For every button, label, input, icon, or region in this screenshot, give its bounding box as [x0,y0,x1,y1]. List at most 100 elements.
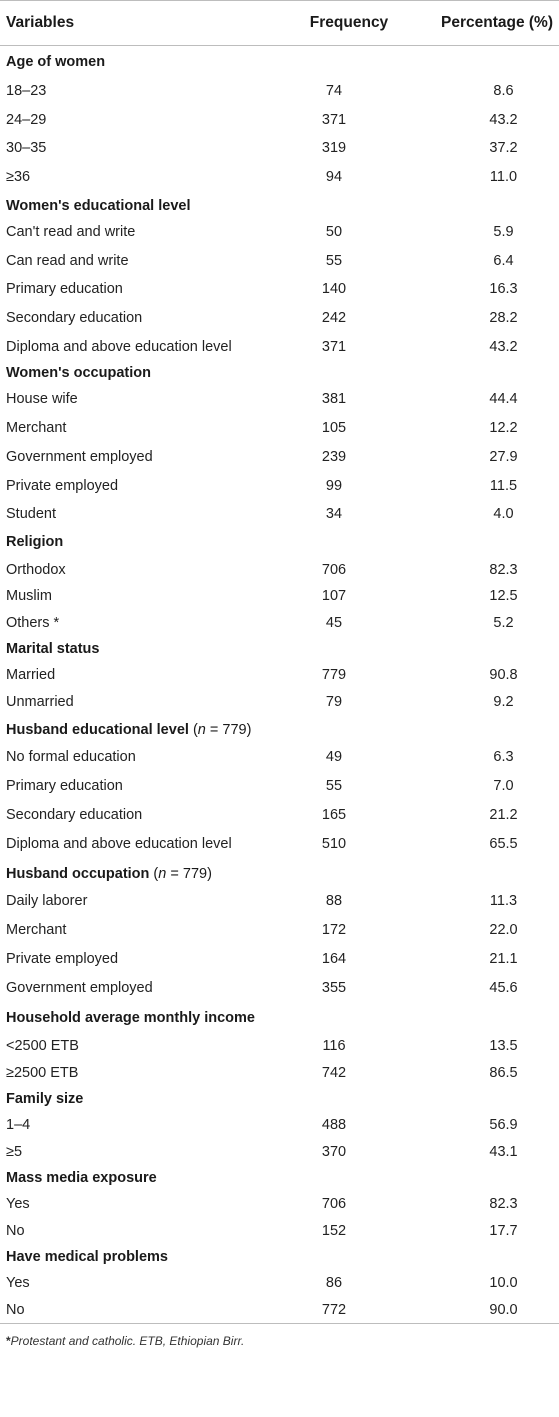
row-label: Secondary education [6,806,143,823]
section-title: Mass media exposure [0,1165,559,1191]
table-row: ≥5 370 43.1 [0,1139,559,1166]
row-percentage: 4.0 [493,506,514,523]
row-frequency: 55 [325,778,343,794]
row-frequency: 79 [325,693,343,710]
row-percentage: 90.8 [489,667,518,684]
table-row: No 152 17.7 [0,1218,559,1245]
section-title: Have medical problems [0,1244,559,1270]
section-row: Age of women [0,46,559,78]
row-frequency: 742 [321,1064,347,1081]
row-frequency: 107 [321,588,347,605]
table-body: Age of women 18–23 74 8.6 24–29 371 43.2 30–35 3… [0,46,559,1324]
section-condition-value: 779 [182,865,208,882]
table-row: Muslim 107 12.5 [0,583,559,610]
row-percentage: 21.2 [489,806,518,823]
section-condition: (n = 779) [188,721,252,738]
section-title: Women's occupation [0,360,559,386]
row-label: 24–29 [6,111,47,128]
row-percentage: 10.0 [489,1275,518,1292]
row-frequency: 239 [321,448,347,465]
table-row: Yes 86 10.0 [0,1270,559,1297]
row-percentage: 44.4 [489,391,518,408]
table-row: Diploma and above education level 510 65.5 [0,828,559,859]
table-row: Diploma and above education level 371 43.2 [0,334,559,361]
row-frequency: 706 [321,561,347,578]
row-label: Diploma and above education level [6,835,232,852]
row-frequency: 355 [321,979,347,996]
row-frequency: 99 [325,477,343,494]
table-row: Secondary education 165 21.2 [0,802,559,829]
row-label: Others * [6,614,60,631]
row-label: Married [6,667,56,684]
row-label: House wife [6,391,78,408]
row-label: Orthodox [6,561,66,578]
row-label: Unmarried [6,693,74,710]
section-title-text: Family size [6,1091,84,1107]
table-row: House wife 381 44.4 [0,386,559,413]
row-percentage: 5.2 [493,614,514,631]
row-percentage: 6.3 [493,749,514,766]
row-percentage: 13.5 [489,1038,518,1055]
section-row: Women's educational level [0,193,559,219]
header-percentage: Percentage (%) [414,0,559,46]
footnote-row: *Protestant and catholic. ETB, Ethiopian… [0,1322,559,1360]
row-percentage: 43.2 [489,111,518,128]
table-row: ≥2500 ETB 742 86.5 [0,1060,559,1087]
row-percentage: 5.9 [493,223,514,240]
section-row: Family size [0,1086,559,1112]
table-row: Private employed 164 21.1 [0,946,559,973]
row-label: ≥5 [6,1143,23,1160]
row-percentage: 11.5 [489,477,518,494]
row-label: <2500 ETB [6,1038,79,1055]
table-row: Secondary education 242 28.2 [0,303,559,334]
table-row: 18–23 74 8.6 [0,78,559,105]
table-row: 24–29 371 43.2 [0,104,559,135]
row-frequency: 488 [321,1117,347,1134]
row-frequency: 370 [321,1143,347,1160]
row-label: Can't read and write [6,223,136,240]
table-row: Merchant 105 12.2 [0,413,559,444]
table-row: Private employed 99 11.5 [0,470,559,501]
section-title-text: Husband educational level [6,721,189,738]
section-title: Family size [0,1086,559,1112]
row-frequency: 165 [321,806,347,823]
row-percentage: 11.3 [489,893,518,910]
row-percentage: 28.2 [489,310,518,326]
row-percentage: 82.3 [489,561,518,578]
row-label: 30–35 [6,140,47,157]
section-title-text: Age of women [6,53,106,70]
row-label: No [6,1301,25,1318]
row-frequency: 164 [321,950,347,967]
row-label: ≥36 [6,169,31,185]
row-frequency: 55 [325,252,343,269]
row-label: Government employed [6,979,153,996]
table-row: Orthodox 706 82.3 [0,557,559,584]
header-frequency: Frequency [284,0,414,46]
row-percentage: 6.4 [493,252,514,269]
row-label: Private employed [6,950,119,967]
footnote-text: Protestant and catholic. ETB, Ethiopian … [10,1333,245,1348]
row-percentage: 11.0 [489,169,518,185]
row-percentage: 90.0 [489,1301,518,1318]
section-title: Marital status [0,636,559,662]
row-frequency: 319 [321,140,347,157]
section-title-text: Mass media exposure [6,1170,157,1186]
row-frequency: 88 [325,893,343,910]
header-variables: Variables [0,0,284,46]
section-title-text: Household average monthly income [6,1010,255,1026]
section-title: Household average monthly income [0,1003,559,1033]
table-row: Government employed 239 27.9 [0,444,559,471]
table-row: <2500 ETB 116 13.5 [0,1033,559,1060]
row-frequency: 140 [321,281,347,298]
section-row: Household average monthly income [0,1003,559,1033]
section-row: Women's occupation [0,360,559,386]
row-frequency: 371 [321,338,347,355]
row-label: 1–4 [6,1117,31,1134]
row-label: Merchant [6,922,67,938]
row-percentage: 45.6 [489,979,518,996]
section-title: Religion [0,528,559,557]
row-percentage: 82.3 [489,1196,518,1213]
table-row: 30–35 319 37.2 [0,135,559,162]
table-row: Can read and write 55 6.4 [0,245,559,276]
section-title-text: Women's occupation [6,365,151,381]
